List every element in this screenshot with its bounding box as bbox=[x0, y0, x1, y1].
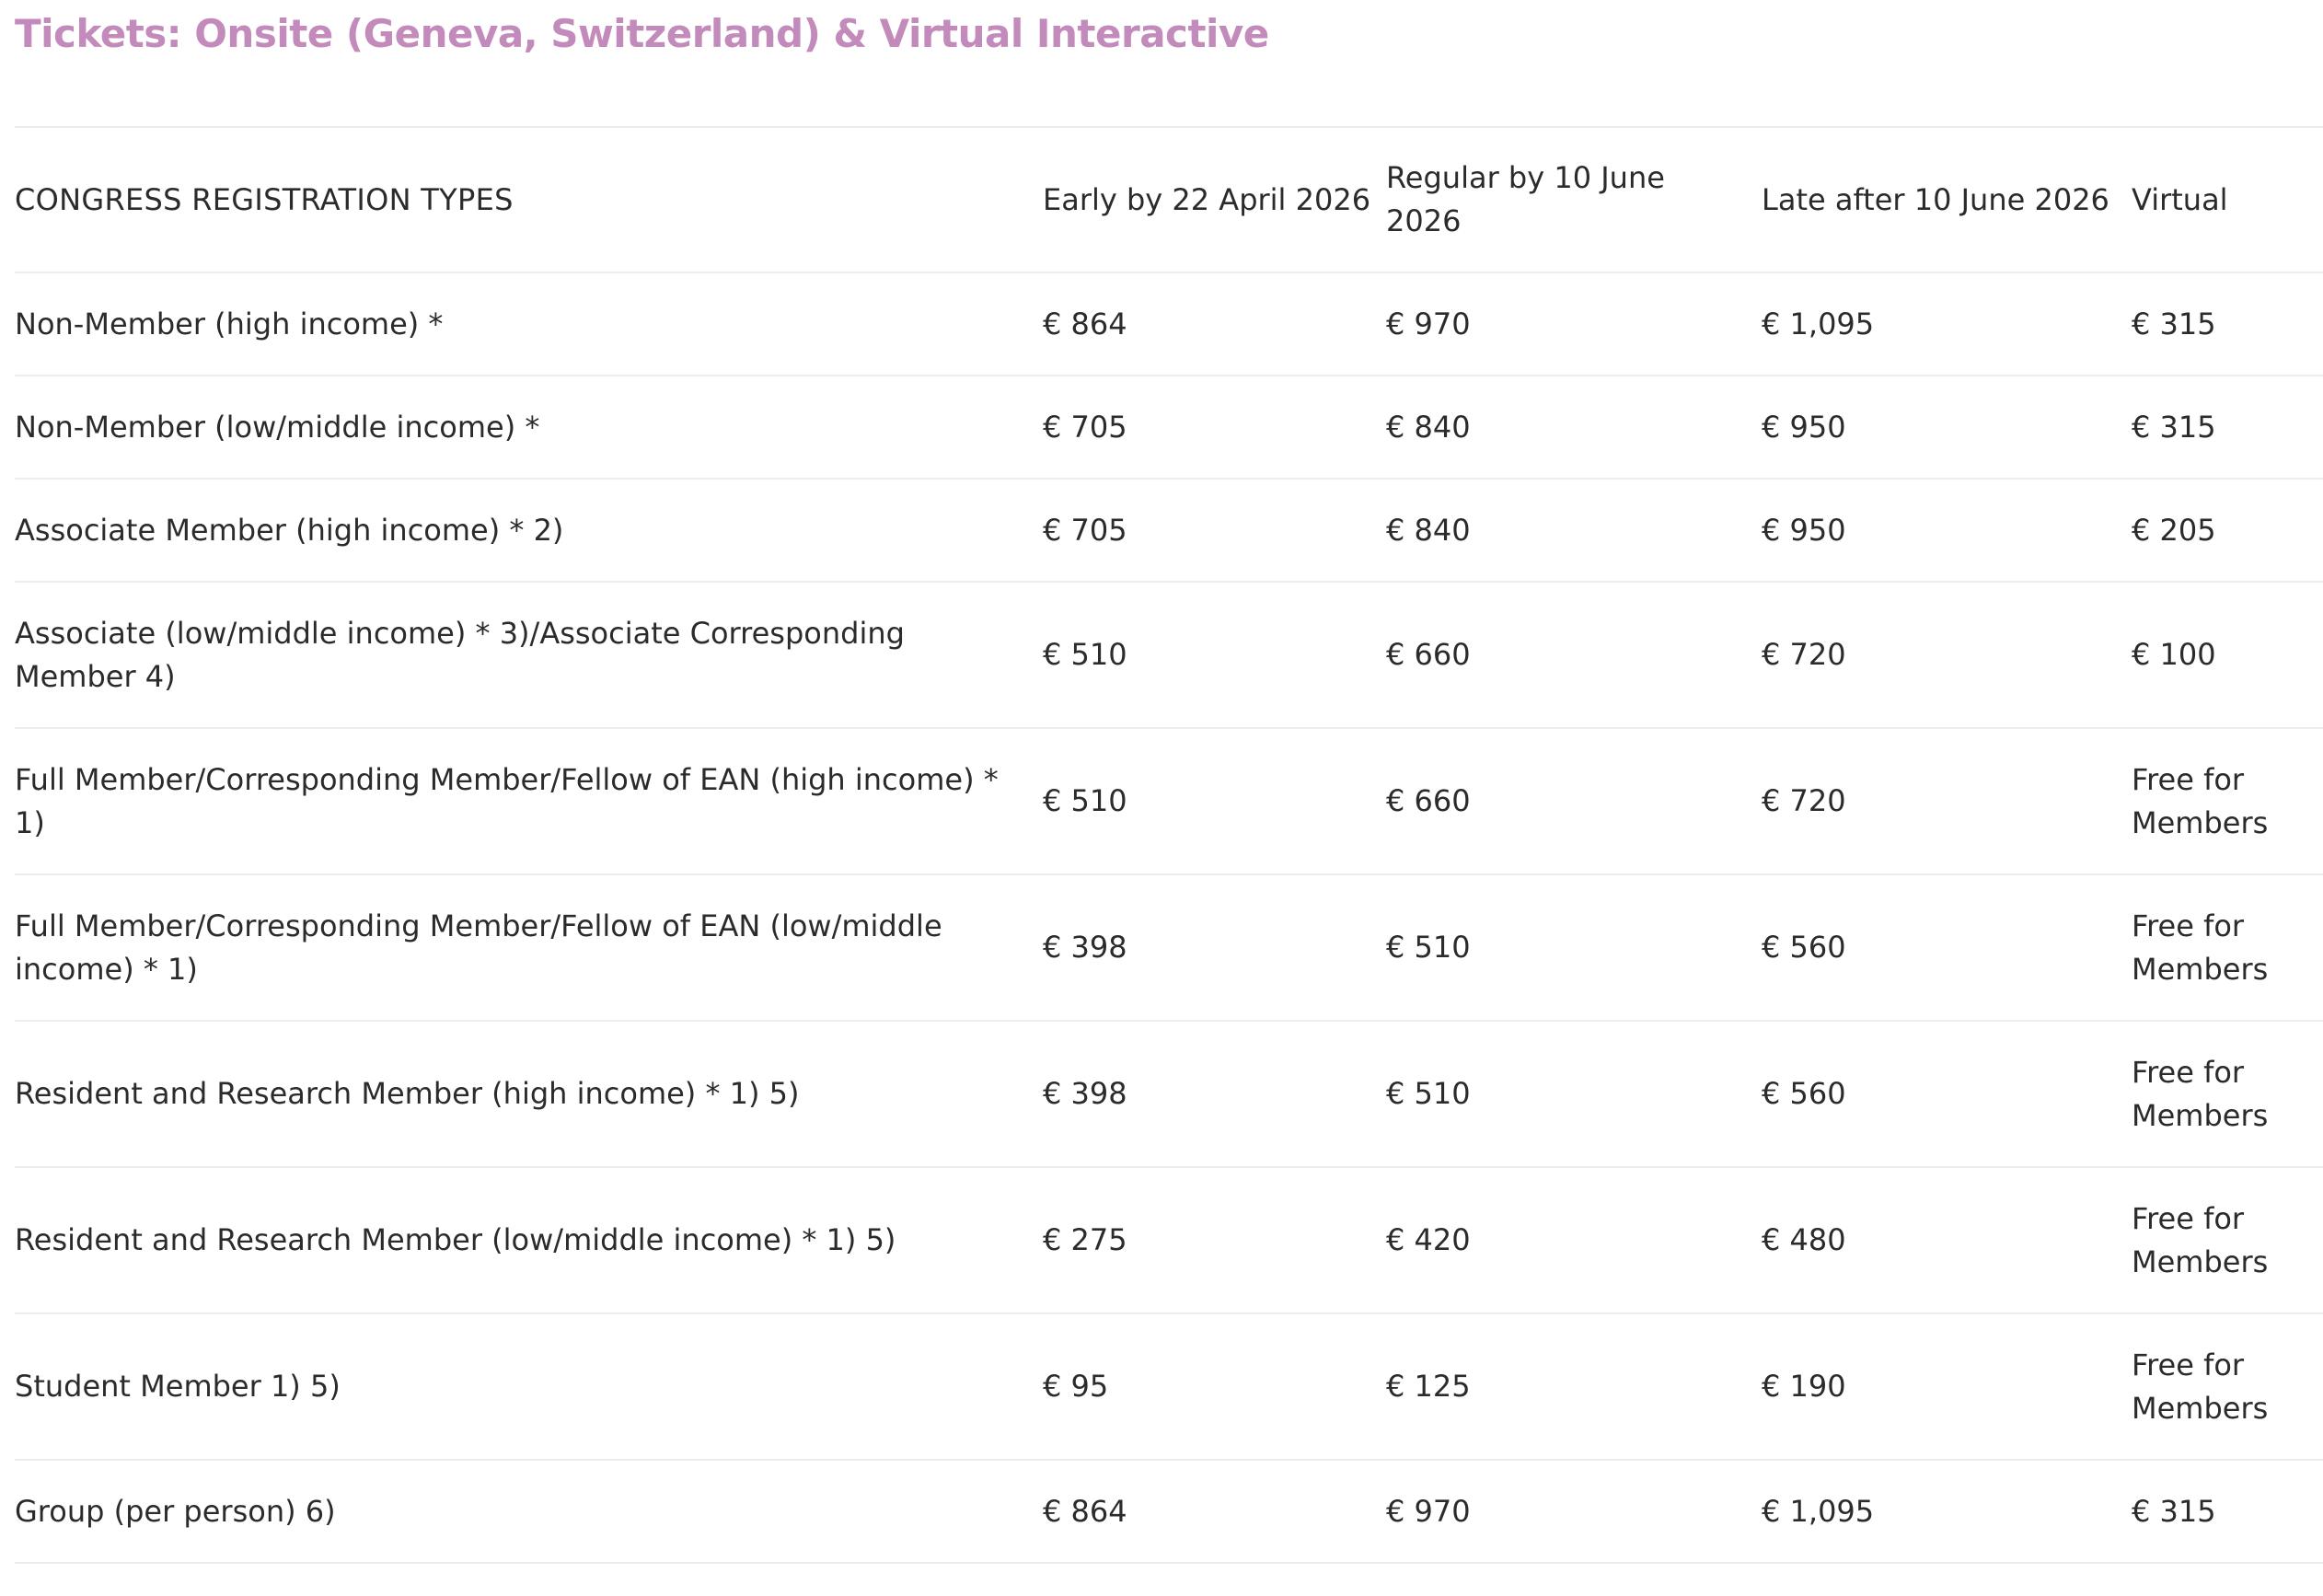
late-price-cell: € 950 bbox=[1762, 409, 1846, 445]
table-row: Group (per person) 6) € 864 € 970 € 1,09… bbox=[15, 1460, 2323, 1563]
early-price-cell: € 275 bbox=[1043, 1222, 1127, 1257]
late-price-cell: € 1,095 bbox=[1762, 306, 1875, 341]
regular-price-cell: € 840 bbox=[1386, 512, 1471, 548]
regular-price-cell: € 510 bbox=[1386, 1076, 1471, 1111]
virtual-price-cell: € 100 bbox=[2132, 637, 2216, 672]
page-title: Tickets: Onsite (Geneva, Switzerland) & … bbox=[15, 11, 1269, 56]
column-header-registration-type: CONGRESS REGISTRATION TYPES bbox=[15, 181, 514, 217]
regular-price-cell: € 125 bbox=[1386, 1369, 1471, 1404]
late-price-cell: € 720 bbox=[1762, 637, 1846, 672]
registration-type-cell: Full Member/Corresponding Member/Fellow … bbox=[15, 908, 942, 987]
column-header-early: Early by 22 April 2026 bbox=[1043, 181, 1371, 217]
table-row: Full Member/Corresponding Member/Fellow … bbox=[15, 874, 2323, 1021]
table-row: Non-Member (high income) * € 864 € 970 €… bbox=[15, 272, 2323, 376]
regular-price-cell: € 510 bbox=[1386, 930, 1471, 965]
early-price-cell: € 398 bbox=[1043, 1076, 1127, 1111]
regular-price-cell: € 840 bbox=[1386, 409, 1471, 445]
early-price-cell: € 510 bbox=[1043, 783, 1127, 818]
late-price-cell: € 1,095 bbox=[1762, 1493, 1875, 1529]
virtual-price-cell: Free for Members bbox=[2132, 1200, 2269, 1279]
virtual-price-cell: € 205 bbox=[2132, 512, 2216, 548]
virtual-price-cell: Free for Members bbox=[2132, 1347, 2269, 1426]
registration-type-cell: Associate Member (high income) * 2) bbox=[15, 512, 564, 548]
registration-type-cell: Resident and Research Member (low/middle… bbox=[15, 1222, 896, 1257]
table-row: Resident and Research Member (high incom… bbox=[15, 1021, 2323, 1167]
registration-type-cell: Non-Member (high income) * bbox=[15, 306, 444, 341]
table-row: Resident and Research Member (low/middle… bbox=[15, 1167, 2323, 1313]
early-price-cell: € 705 bbox=[1043, 409, 1127, 445]
virtual-price-cell: Free for Members bbox=[2132, 908, 2269, 987]
regular-price-cell: € 660 bbox=[1386, 637, 1471, 672]
virtual-price-cell: € 315 bbox=[2132, 306, 2216, 341]
virtual-price-cell: € 315 bbox=[2132, 409, 2216, 445]
registration-type-cell: Full Member/Corresponding Member/Fellow … bbox=[15, 761, 999, 840]
early-price-cell: € 510 bbox=[1043, 637, 1127, 672]
late-price-cell: € 560 bbox=[1762, 1076, 1846, 1111]
regular-price-cell: € 660 bbox=[1386, 783, 1471, 818]
virtual-price-cell: Free for Members bbox=[2132, 761, 2269, 840]
table-header-row: CONGRESS REGISTRATION TYPES Early by 22 … bbox=[15, 127, 2323, 272]
early-price-cell: € 95 bbox=[1043, 1369, 1109, 1404]
virtual-price-cell: Free for Members bbox=[2132, 1054, 2269, 1133]
late-price-cell: € 720 bbox=[1762, 783, 1846, 818]
registration-type-cell: Associate (low/middle income) * 3)/Assoc… bbox=[15, 615, 905, 694]
virtual-price-cell: € 315 bbox=[2132, 1493, 2216, 1529]
early-price-cell: € 864 bbox=[1043, 306, 1127, 341]
column-header-regular: Regular by 10 June 2026 bbox=[1386, 160, 1665, 238]
column-header-late: Late after 10 June 2026 bbox=[1762, 181, 2109, 217]
registration-type-cell: Student Member 1) 5) bbox=[15, 1369, 341, 1404]
late-price-cell: € 190 bbox=[1762, 1369, 1846, 1404]
late-price-cell: € 950 bbox=[1762, 512, 1846, 548]
early-price-cell: € 864 bbox=[1043, 1493, 1127, 1529]
table-row: Associate Member (high income) * 2) € 70… bbox=[15, 479, 2323, 582]
regular-price-cell: € 970 bbox=[1386, 306, 1471, 341]
table-row: Full Member/Corresponding Member/Fellow … bbox=[15, 728, 2323, 874]
early-price-cell: € 705 bbox=[1043, 512, 1127, 548]
early-price-cell: € 398 bbox=[1043, 930, 1127, 965]
late-price-cell: € 480 bbox=[1762, 1222, 1846, 1257]
registration-type-cell: Resident and Research Member (high incom… bbox=[15, 1076, 800, 1111]
registration-type-cell: Non-Member (low/middle income) * bbox=[15, 409, 540, 445]
table-row: Associate (low/middle income) * 3)/Assoc… bbox=[15, 582, 2323, 728]
table-row: Student Member 1) 5) € 95 € 125 € 190 Fr… bbox=[15, 1313, 2323, 1460]
late-price-cell: € 560 bbox=[1762, 930, 1846, 965]
page: Tickets: Onsite (Geneva, Switzerland) & … bbox=[15, 0, 2323, 1563]
registration-type-cell: Group (per person) 6) bbox=[15, 1493, 336, 1529]
regular-price-cell: € 970 bbox=[1386, 1493, 1471, 1529]
column-header-virtual: Virtual bbox=[2132, 181, 2228, 217]
regular-price-cell: € 420 bbox=[1386, 1222, 1471, 1257]
table-row: Non-Member (low/middle income) * € 705 €… bbox=[15, 376, 2323, 479]
pricing-table: CONGRESS REGISTRATION TYPES Early by 22 … bbox=[15, 126, 2323, 1564]
